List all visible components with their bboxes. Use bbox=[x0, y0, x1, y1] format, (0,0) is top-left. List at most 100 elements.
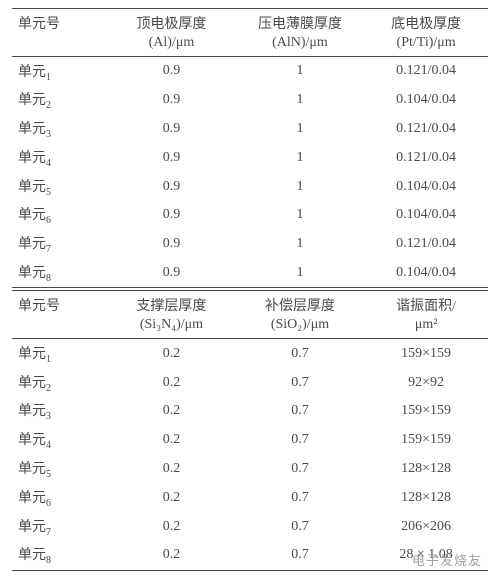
unit-label: 单元3 bbox=[12, 397, 107, 426]
col-subheader-2: (AlN)/μm bbox=[236, 34, 365, 57]
data-cell: 0.2 bbox=[107, 483, 236, 512]
col-header-unit: 单元号 bbox=[12, 9, 107, 35]
col-subheader-b0 bbox=[12, 316, 107, 339]
col-subheader-b2: (SiO₂)/μm bbox=[236, 316, 365, 339]
data-cell: 92×92 bbox=[364, 368, 488, 397]
data-cell: 0.121/0.04 bbox=[364, 57, 488, 86]
data-cell: 0.7 bbox=[236, 483, 365, 512]
data-cell: 0.2 bbox=[107, 541, 236, 570]
bottom-body: 单元10.20.7159×159单元20.20.792×92单元30.20.71… bbox=[12, 339, 488, 570]
col-header-area: 谐振面积/ bbox=[364, 291, 488, 317]
data-cell: 159×159 bbox=[364, 397, 488, 426]
data-cell: 206×206 bbox=[364, 512, 488, 541]
data-cell: 159×159 bbox=[364, 426, 488, 455]
data-cell: 0.121/0.04 bbox=[364, 230, 488, 259]
data-cell: 0.7 bbox=[236, 541, 365, 570]
bottom-header-row1: 单元号 支撑层厚度 补偿层厚度 谐振面积/ bbox=[12, 291, 488, 317]
unit-label: 单元7 bbox=[12, 512, 107, 541]
data-cell: 0.121/0.04 bbox=[364, 115, 488, 144]
data-cell: 0.9 bbox=[107, 86, 236, 115]
data-cell: 0.7 bbox=[236, 368, 365, 397]
data-cell: 0.7 bbox=[236, 512, 365, 541]
data-cell: 0.9 bbox=[107, 57, 236, 86]
table-row: 单元40.20.7159×159 bbox=[12, 426, 488, 455]
col-header-top-electrode: 顶电极厚度 bbox=[107, 9, 236, 35]
data-cell: 0.2 bbox=[107, 426, 236, 455]
bottom-table: 单元号 支撑层厚度 补偿层厚度 谐振面积/ (Si₃N₄)/μm (SiO₂)/… bbox=[12, 290, 488, 570]
data-cell: 0.104/0.04 bbox=[364, 86, 488, 115]
col-subheader-b3: μm² bbox=[364, 316, 488, 339]
data-cell: 0.2 bbox=[107, 339, 236, 368]
unit-label: 单元2 bbox=[12, 86, 107, 115]
col-header-unit-2: 单元号 bbox=[12, 291, 107, 317]
data-cell: 0.2 bbox=[107, 455, 236, 484]
unit-label: 单元6 bbox=[12, 201, 107, 230]
unit-label: 单元8 bbox=[12, 259, 107, 288]
unit-label: 单元5 bbox=[12, 172, 107, 201]
table-row: 单元80.910.104/0.04 bbox=[12, 259, 488, 288]
data-cell: 159×159 bbox=[364, 339, 488, 368]
unit-label: 单元6 bbox=[12, 483, 107, 512]
unit-label: 单元4 bbox=[12, 426, 107, 455]
table-row: 单元60.20.7128×128 bbox=[12, 483, 488, 512]
data-cell: 0.9 bbox=[107, 115, 236, 144]
data-cell: 128×128 bbox=[364, 455, 488, 484]
data-cell: 0.104/0.04 bbox=[364, 259, 488, 288]
table-row: 单元50.20.7128×128 bbox=[12, 455, 488, 484]
table-row: 单元10.910.121/0.04 bbox=[12, 57, 488, 86]
data-cell: 0.7 bbox=[236, 426, 365, 455]
top-body: 单元10.910.121/0.04单元20.910.104/0.04单元30.9… bbox=[12, 57, 488, 288]
col-header-piezo-film: 压电薄膜厚度 bbox=[236, 9, 365, 35]
table-row: 单元50.910.104/0.04 bbox=[12, 172, 488, 201]
data-cell: 0.2 bbox=[107, 512, 236, 541]
table-row: 单元20.20.792×92 bbox=[12, 368, 488, 397]
table-row: 单元10.20.7159×159 bbox=[12, 339, 488, 368]
data-cell: 0.7 bbox=[236, 397, 365, 426]
col-subheader-1: (Al)/μm bbox=[107, 34, 236, 57]
table-row: 单元30.20.7159×159 bbox=[12, 397, 488, 426]
data-cell: 0.9 bbox=[107, 143, 236, 172]
unit-label: 单元1 bbox=[12, 339, 107, 368]
unit-label: 单元4 bbox=[12, 143, 107, 172]
data-cell: 28 × 1.08 bbox=[364, 541, 488, 570]
col-header-bottom-electrode: 底电极厚度 bbox=[364, 9, 488, 35]
data-cell: 1 bbox=[236, 230, 365, 259]
data-cell: 128×128 bbox=[364, 483, 488, 512]
bottom-header-row2: (Si₃N₄)/μm (SiO₂)/μm μm² bbox=[12, 316, 488, 339]
data-cell: 0.9 bbox=[107, 172, 236, 201]
table-row: 单元40.910.121/0.04 bbox=[12, 143, 488, 172]
table-row: 单元70.910.121/0.04 bbox=[12, 230, 488, 259]
data-cell: 1 bbox=[236, 86, 365, 115]
data-cell: 1 bbox=[236, 172, 365, 201]
table-row: 单元60.910.104/0.04 bbox=[12, 201, 488, 230]
unit-label: 单元3 bbox=[12, 115, 107, 144]
data-cell: 1 bbox=[236, 201, 365, 230]
data-cell: 1 bbox=[236, 115, 365, 144]
data-cell: 0.7 bbox=[236, 455, 365, 484]
table-row: 单元30.910.121/0.04 bbox=[12, 115, 488, 144]
top-header-row1: 单元号 顶电极厚度 压电薄膜厚度 底电极厚度 bbox=[12, 9, 488, 35]
col-subheader-0 bbox=[12, 34, 107, 57]
unit-label: 单元8 bbox=[12, 541, 107, 570]
col-header-support: 支撑层厚度 bbox=[107, 291, 236, 317]
data-cell: 0.104/0.04 bbox=[364, 201, 488, 230]
data-cell: 1 bbox=[236, 143, 365, 172]
col-header-compensation: 补偿层厚度 bbox=[236, 291, 365, 317]
unit-label: 单元5 bbox=[12, 455, 107, 484]
top-table: 单元号 顶电极厚度 压电薄膜厚度 底电极厚度 (Al)/μm (AlN)/μm … bbox=[12, 8, 488, 288]
col-subheader-b1: (Si₃N₄)/μm bbox=[107, 316, 236, 339]
table-row: 单元70.20.7206×206 bbox=[12, 512, 488, 541]
unit-label: 单元2 bbox=[12, 368, 107, 397]
top-header-row2: (Al)/μm (AlN)/μm (Pt/Ti)/μm bbox=[12, 34, 488, 57]
data-cell: 0.104/0.04 bbox=[364, 172, 488, 201]
data-cell: 0.2 bbox=[107, 397, 236, 426]
table-row: 单元80.20.728 × 1.08 bbox=[12, 541, 488, 570]
data-cell: 0.2 bbox=[107, 368, 236, 397]
data-cell: 1 bbox=[236, 57, 365, 86]
unit-label: 单元7 bbox=[12, 230, 107, 259]
data-cell: 0.121/0.04 bbox=[364, 143, 488, 172]
data-cell: 1 bbox=[236, 259, 365, 288]
unit-label: 单元1 bbox=[12, 57, 107, 86]
data-cell: 0.9 bbox=[107, 201, 236, 230]
data-cell: 0.9 bbox=[107, 259, 236, 288]
